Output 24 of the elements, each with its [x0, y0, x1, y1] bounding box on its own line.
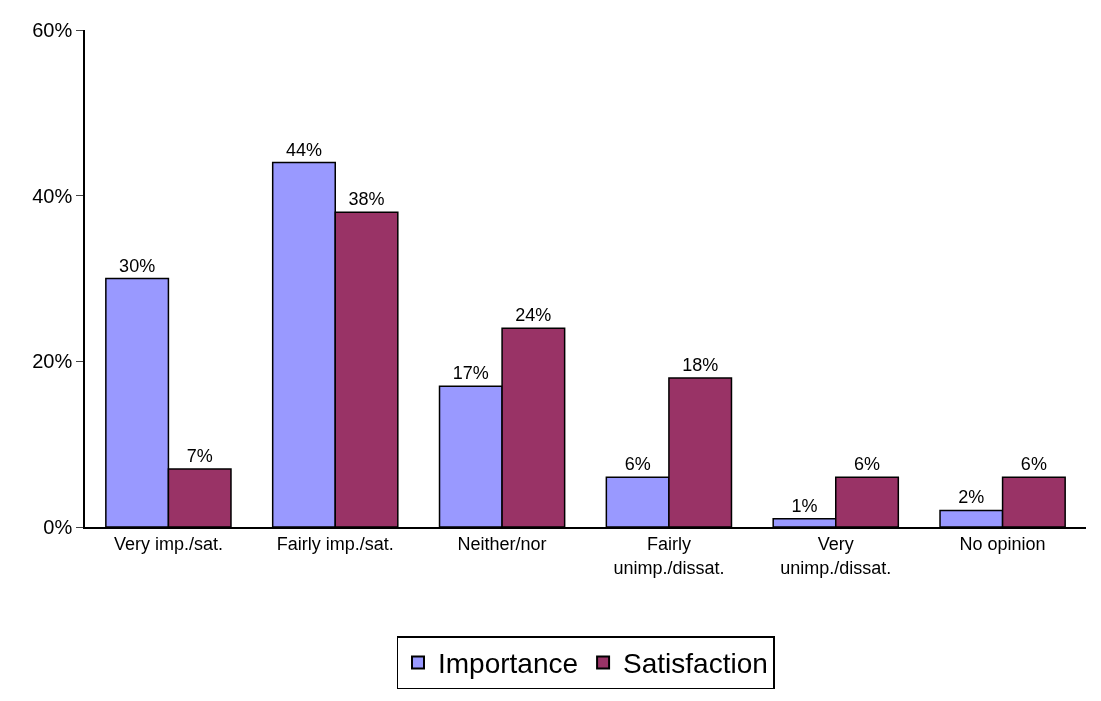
legend-label: Importance [438, 648, 579, 680]
x-tick-label: No opinion [959, 534, 1046, 555]
y-tick-label: 0% [43, 516, 73, 538]
x-tick-label: Fairly unimp./dissat. [613, 534, 725, 578]
data-label: 1% [791, 495, 818, 516]
data-label: 17% [452, 363, 489, 384]
data-label: 2% [958, 487, 985, 508]
data-label: 6% [1020, 454, 1047, 475]
x-tick-label: Neither/nor [457, 534, 547, 555]
x-tick-label: Very imp./sat. [113, 534, 223, 555]
y-tick-label: 40% [32, 184, 73, 207]
data-label: 24% [515, 305, 552, 326]
data-label: 6% [854, 454, 881, 475]
data-label: 30% [119, 255, 156, 276]
data-label: 7% [186, 446, 213, 467]
data-label: 44% [285, 139, 322, 160]
data-label: 38% [348, 189, 385, 210]
data-label: 18% [682, 354, 719, 375]
y-tick-label: 60% [32, 19, 73, 41]
data-label: 6% [624, 454, 651, 475]
y-tick-label: 20% [32, 350, 73, 373]
x-tick-label: Very unimp./dissat. [780, 534, 892, 578]
legend-label: Satisfaction [623, 648, 768, 680]
x-tick-label: Fairly imp./sat. [276, 534, 394, 555]
